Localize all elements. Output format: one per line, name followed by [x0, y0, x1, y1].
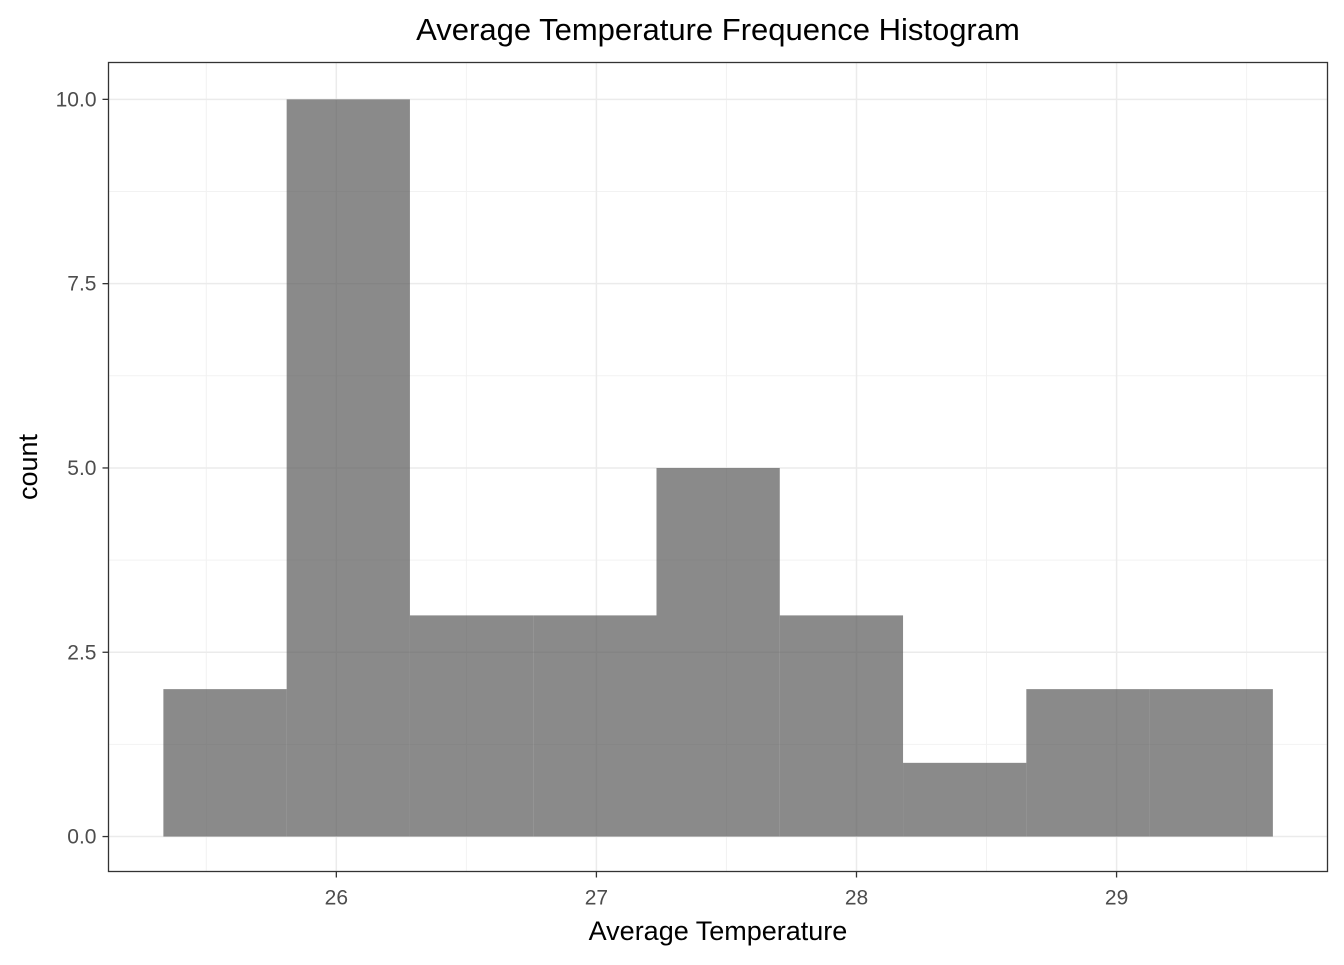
x-tick-label: 28: [845, 887, 868, 910]
y-tick-label: 5.0: [67, 457, 96, 480]
histogram-bar: [286, 99, 410, 837]
panel-border: [107, 61, 1329, 873]
histogram-bar: [1026, 689, 1150, 837]
y-axis-label: count: [13, 433, 43, 500]
histogram-bar: [1149, 689, 1273, 837]
x-tick-label: 27: [585, 887, 608, 910]
x-axis-label: Average Temperature: [589, 916, 848, 946]
x-axis: 26 27 28 29: [325, 871, 1128, 910]
chart-title: Average Temperature Frequence Histogram: [416, 12, 1020, 47]
histogram-bar: [163, 689, 287, 837]
y-tick-label: 7.5: [67, 273, 96, 296]
x-tick-label: 26: [325, 887, 348, 910]
y-axis: 0.0 2.5 5.0 7.5 10.0: [56, 88, 109, 849]
y-tick-label: 2.5: [67, 641, 96, 664]
y-tick-label: 0.0: [67, 826, 96, 849]
histogram-bar: [533, 615, 657, 837]
histogram-bar: [779, 615, 904, 837]
y-tick-label: 10.0: [56, 88, 97, 111]
x-tick-label: 29: [1105, 887, 1128, 910]
histogram-bar: [903, 762, 1027, 837]
histogram-bar: [409, 615, 534, 837]
histogram-bar: [656, 467, 780, 837]
bars: [163, 99, 1273, 837]
